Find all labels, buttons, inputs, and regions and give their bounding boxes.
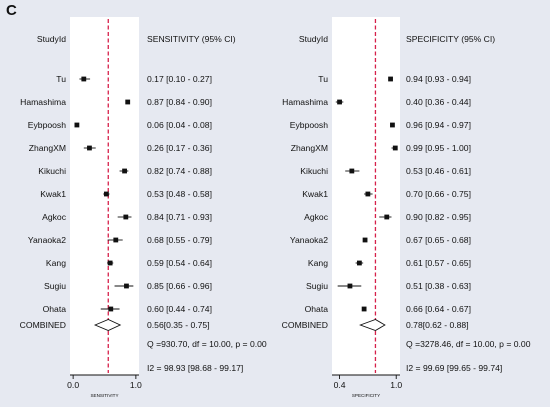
spec-estimate-label: 0.61 [0.57 - 0.65] xyxy=(406,258,471,268)
spec-heterogeneity-stat: I2 = 99.69 [99.65 - 99.74] xyxy=(406,363,502,373)
sens-study-name: Tu xyxy=(56,74,66,84)
spec-combined-label: 0.78[0.62 - 0.88] xyxy=(406,320,469,330)
sens-estimate-label: 0.06 [0.04 - 0.08] xyxy=(147,120,212,130)
spec-study-name: Ohata xyxy=(305,304,329,314)
spec-estimate-label: 0.94 [0.93 - 0.94] xyxy=(406,74,471,84)
spec-estimate-label: 0.70 [0.66 - 0.75] xyxy=(406,189,471,199)
sens-combined-diamond xyxy=(93,319,122,331)
sens-estimate-label: 0.60 [0.44 - 0.74] xyxy=(147,304,212,314)
sens-point-estimate xyxy=(122,168,127,174)
sens-study-name: Yanaoka2 xyxy=(28,235,66,245)
spec-estimate-header: SPECIFICITY (95% CI) xyxy=(406,34,495,44)
sens-study-name: Sugiu xyxy=(44,281,66,291)
spec-study-name: Kwak1 xyxy=(302,189,328,199)
sens-point-estimate xyxy=(125,99,131,105)
sens-study-name: Ohata xyxy=(43,304,67,314)
sens-point-estimate xyxy=(81,76,87,82)
spec-estimate-label: 0.53 [0.46 - 0.61] xyxy=(406,166,471,176)
sens-estimate-label: 0.85 [0.66 - 0.96] xyxy=(147,281,212,291)
spec-estimate-label: 0.40 [0.36 - 0.44] xyxy=(406,97,471,107)
spec-x-axis-label: SPECIFICITY xyxy=(352,393,380,398)
spec-study-name: Sugiu xyxy=(306,281,328,291)
sens-estimate-header: SENSITIVITY (95% CI) xyxy=(147,34,236,44)
sens-study-name: Kang xyxy=(46,258,66,268)
spec-study-header: StudyId xyxy=(299,34,328,44)
sens-study-name: ZhangXM xyxy=(29,143,66,153)
spec-study-name: Hamashima xyxy=(282,97,328,107)
spec-estimate-label: 0.51 [0.38 - 0.63] xyxy=(406,281,471,291)
sens-estimate-label: 0.26 [0.17 - 0.36] xyxy=(147,143,212,153)
sens-estimate-label: 0.84 [0.71 - 0.93] xyxy=(147,212,212,222)
sens-heterogeneity-stat: I2 = 98.93 [98.68 - 99.17] xyxy=(147,363,243,373)
spec-study-name: ZhangXM xyxy=(291,143,328,153)
sens-point-estimate xyxy=(87,145,92,151)
sens-estimate-label: 0.68 [0.55 - 0.79] xyxy=(147,235,212,245)
sens-study-name: Kwak1 xyxy=(40,189,66,199)
spec-point-estimate xyxy=(392,145,398,151)
spec-study-name: Kikuchi xyxy=(300,166,328,176)
sens-estimate-label: 0.53 [0.48 - 0.58] xyxy=(147,189,212,199)
sens-heterogeneity-stat: Q =930.70, df = 10.00, p = 0.00 xyxy=(147,339,267,349)
spec-study-name: Kang xyxy=(308,258,328,268)
spec-point-estimate xyxy=(390,122,395,128)
sens-combined-name: COMBINED xyxy=(20,320,66,330)
spec-point-estimate xyxy=(347,283,353,289)
sens-point-estimate xyxy=(124,283,129,289)
spec-x-tick-label: 1.0 xyxy=(390,380,402,390)
spec-estimate-label: 0.99 [0.95 - 1.00] xyxy=(406,143,471,153)
spec-estimate-label: 0.67 [0.65 - 0.68] xyxy=(406,235,471,245)
sens-estimate-label: 0.17 [0.10 - 0.27] xyxy=(147,74,212,84)
sens-study-name: Eybpoosh xyxy=(28,120,66,130)
spec-x-tick-label: 0.4 xyxy=(334,380,346,390)
sens-estimate-label: 0.87 [0.84 - 0.90] xyxy=(147,97,212,107)
sens-point-estimate xyxy=(103,191,109,197)
sens-point-estimate xyxy=(113,237,119,243)
spec-point-estimate xyxy=(384,214,390,220)
spec-point-estimate xyxy=(361,306,367,312)
sens-study-name: Agkoc xyxy=(42,212,67,222)
spec-point-estimate xyxy=(356,260,362,266)
sens-x-axis-label: SENSITIVITY xyxy=(90,393,118,398)
sens-point-estimate xyxy=(108,306,114,312)
spec-point-estimate xyxy=(388,76,393,82)
sens-combined-label: 0.56[0.35 - 0.75] xyxy=(147,320,210,330)
sens-study-name: Hamashima xyxy=(20,97,66,107)
sens-study-name: Kikuchi xyxy=(38,166,66,176)
sens-point-estimate xyxy=(107,260,113,266)
spec-point-estimate xyxy=(362,237,368,243)
spec-estimate-label: 0.96 [0.94 - 0.97] xyxy=(406,120,471,130)
sens-point-estimate xyxy=(123,214,129,220)
sens-estimate-label: 0.59 [0.54 - 0.64] xyxy=(147,258,212,268)
spec-study-name: Agkoc xyxy=(304,212,329,222)
sens-x-tick-label: 1.0 xyxy=(130,380,142,390)
sens-point-estimate xyxy=(74,122,80,128)
spec-point-estimate xyxy=(365,191,371,197)
spec-combined-name: COMBINED xyxy=(282,320,328,330)
spec-heterogeneity-stat: Q =3278.46, df = 10.00, p = 0.00 xyxy=(406,339,531,349)
spec-point-estimate xyxy=(337,99,342,105)
spec-estimate-label: 0.66 [0.64 - 0.67] xyxy=(406,304,471,314)
spec-study-name: Tu xyxy=(318,74,328,84)
sens-estimate-label: 0.82 [0.74 - 0.88] xyxy=(147,166,212,176)
spec-estimate-label: 0.90 [0.82 - 0.95] xyxy=(406,212,471,222)
panel-letter: C xyxy=(6,2,17,19)
sens-x-tick-label: 0.0 xyxy=(67,380,79,390)
spec-combined-diamond xyxy=(359,319,386,331)
spec-study-name: Yanaoka2 xyxy=(290,235,328,245)
spec-study-name: Eybpoosh xyxy=(290,120,328,130)
sens-study-header: StudyId xyxy=(37,34,66,44)
spec-point-estimate xyxy=(349,168,355,174)
